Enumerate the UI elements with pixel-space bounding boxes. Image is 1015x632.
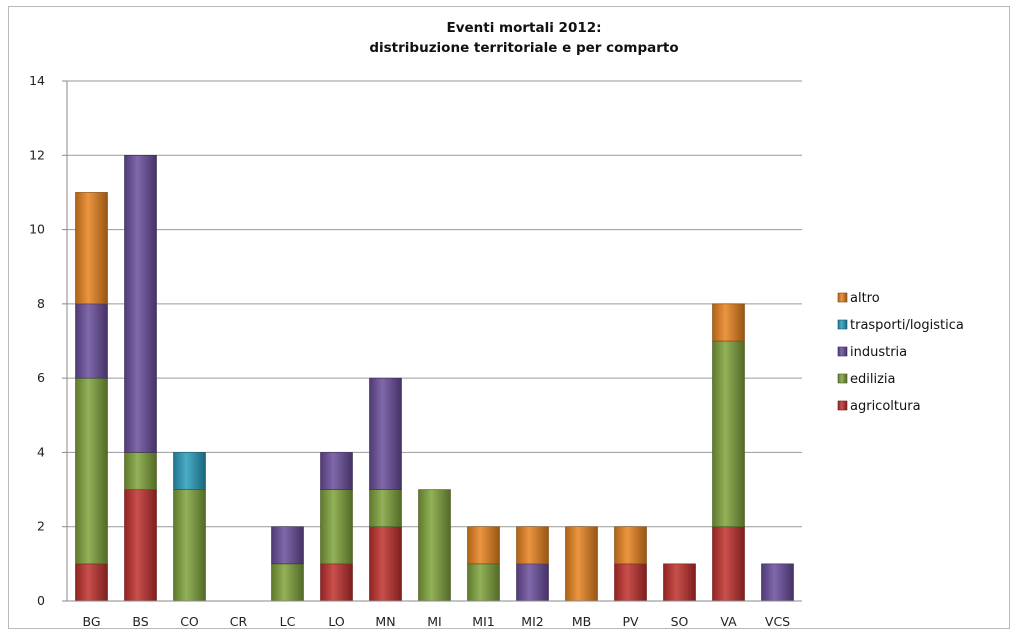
x-tick-label: VA <box>720 614 737 629</box>
y-tick-label: 8 <box>37 296 45 311</box>
legend-label: agricoltura <box>850 399 921 414</box>
legend-label: edilizia <box>850 372 896 387</box>
bar-segment-VA-altro <box>712 303 745 342</box>
legend: altro trasporti/logistica industria edilizi… <box>837 291 964 414</box>
x-tick-label: MI1 <box>472 614 494 629</box>
legend-item: agricoltura <box>837 399 921 414</box>
axes <box>62 80 802 602</box>
legend-swatch <box>837 292 848 303</box>
bar-segment-BG-altro <box>75 192 108 305</box>
y-tick-label: 4 <box>37 444 45 459</box>
y-tick-label: 0 <box>37 593 45 608</box>
x-tick-label: LO <box>328 614 345 629</box>
bar-segment-MI2-altro <box>516 526 549 565</box>
bar-segment-BS-agricoltura <box>124 489 157 602</box>
x-tick-label: CR <box>230 614 248 629</box>
bar-segment-MN-agricoltura <box>369 526 402 602</box>
x-axis-ticks: BG BS CO CR LC LO MN MI MI1 MI2 MB PV SO VA VCS <box>82 614 790 629</box>
bar-segment-LO-industria <box>320 452 353 490</box>
x-tick-label: BG <box>82 614 100 629</box>
chart-frame: Eventi mortali 2012: distribuzione terri… <box>8 6 1010 629</box>
bar-segment-CO-edilizia <box>173 489 206 602</box>
x-tick-label: BS <box>132 614 148 629</box>
legend-item: altro <box>837 291 880 306</box>
bar-segment-BS-edilizia <box>124 452 157 490</box>
bar-segment-BG-edilizia <box>75 377 108 565</box>
legend-swatch <box>837 373 848 384</box>
bar-segment-LO-agricoltura <box>320 563 353 602</box>
bar-segment-VA-agricoltura <box>712 526 745 602</box>
bar-segment-BG-agricoltura <box>75 563 108 602</box>
legend-item: industria <box>837 345 907 360</box>
x-tick-label: MN <box>375 614 395 629</box>
stacked-bar-chart: Eventi mortali 2012: distribuzione terri… <box>29 20 964 629</box>
bar-segment-PV-agricoltura <box>614 563 647 602</box>
y-tick-label: 14 <box>29 73 45 88</box>
bar-segment-BG-industria <box>75 303 108 379</box>
bar-segment-MI1-altro <box>467 526 500 565</box>
x-tick-label: VCS <box>765 614 790 629</box>
x-tick-label: MB <box>572 614 591 629</box>
bar-segment-PV-altro <box>614 526 647 565</box>
legend-item: trasporti/logistica <box>837 318 964 333</box>
bar-segment-MN-industria <box>369 377 402 490</box>
bar-segment-LC-edilizia <box>271 563 304 602</box>
bar-segment-SO-agricoltura <box>663 563 696 602</box>
bar-segment-LC-industria <box>271 526 304 565</box>
y-tick-label: 10 <box>29 222 45 237</box>
y-tick-label: 2 <box>37 519 45 534</box>
legend-label: altro <box>850 291 880 306</box>
legend-swatch <box>837 319 848 330</box>
x-tick-label: CO <box>180 614 199 629</box>
x-tick-label: PV <box>622 614 639 629</box>
bar-segment-VCS-industria <box>761 563 794 602</box>
y-tick-label: 6 <box>37 370 45 385</box>
legend-label: trasporti/logistica <box>850 318 964 333</box>
bar-segment-MB-altro <box>565 526 598 602</box>
chart-title: Eventi mortali 2012: <box>446 20 601 36</box>
legend-swatch <box>837 400 848 411</box>
legend-label: industria <box>850 345 907 360</box>
bar-segment-MI-edilizia <box>418 489 451 602</box>
chart-subtitle: distribuzione territoriale e per compart… <box>369 40 678 56</box>
x-tick-label: MI <box>427 614 441 629</box>
x-tick-label: LC <box>280 614 296 629</box>
bar-segment-CO-trasporti-logistica <box>173 452 206 490</box>
bar-segment-BS-industria <box>124 154 157 453</box>
legend-swatch <box>837 346 848 357</box>
bar-segment-LO-edilizia <box>320 489 353 565</box>
y-tick-label: 12 <box>29 147 45 162</box>
x-tick-label: SO <box>671 614 689 629</box>
bar-segment-MI2-industria <box>516 563 549 602</box>
bars <box>75 154 794 602</box>
bar-segment-VA-edilizia <box>712 340 745 528</box>
bar-segment-MI1-edilizia <box>467 563 500 602</box>
x-tick-label: MI2 <box>521 614 543 629</box>
bar-segment-MN-edilizia <box>369 489 402 528</box>
y-axis-ticks: 0 2 4 6 8 10 12 14 <box>29 73 45 608</box>
legend-item: edilizia <box>837 372 896 387</box>
